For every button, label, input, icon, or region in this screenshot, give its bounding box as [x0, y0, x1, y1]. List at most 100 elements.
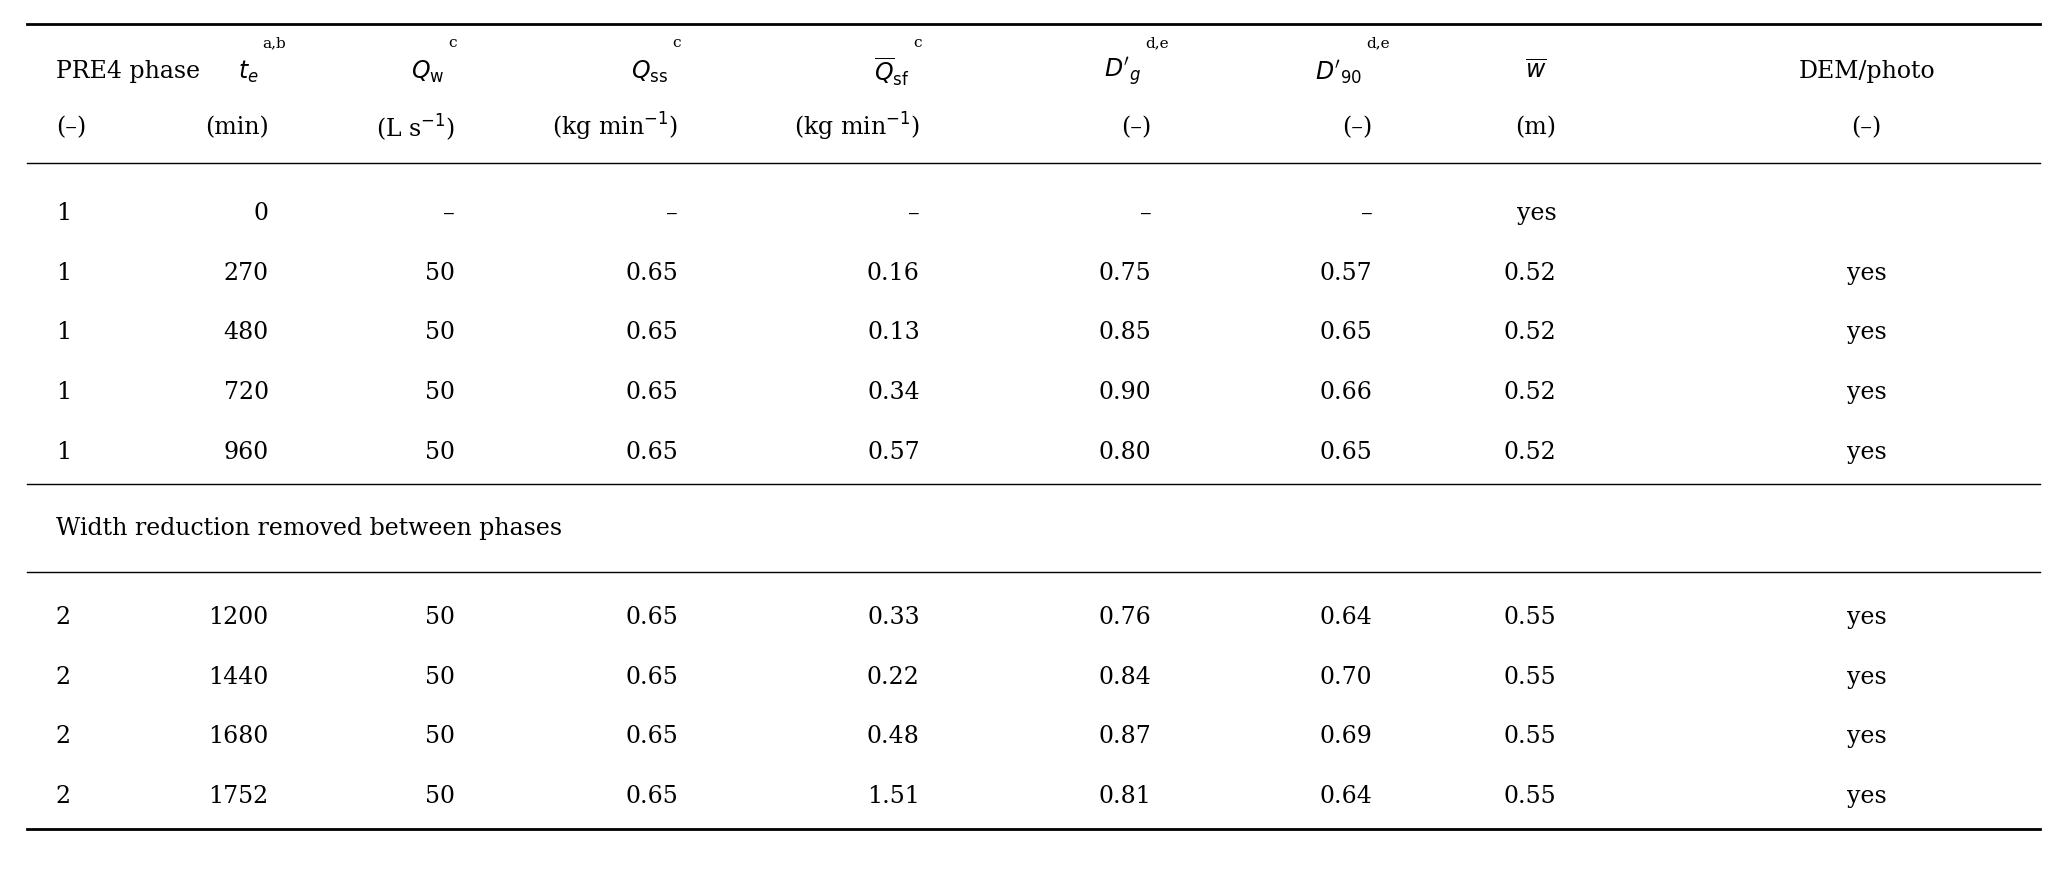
Text: 50: 50: [424, 440, 455, 463]
Text: (kg min$^{-1}$): (kg min$^{-1}$): [552, 111, 678, 143]
Text: 0.48: 0.48: [866, 724, 920, 747]
Text: 0.65: 0.65: [624, 381, 678, 403]
Text: (kg min$^{-1}$): (kg min$^{-1}$): [794, 111, 920, 143]
Text: $t_e$: $t_e$: [238, 59, 258, 85]
Text: (–): (–): [1852, 116, 1881, 139]
Text: $Q_{\rm w}$: $Q_{\rm w}$: [411, 59, 444, 85]
Text: 0.65: 0.65: [624, 261, 678, 284]
Text: 0.87: 0.87: [1098, 724, 1151, 747]
Text: 0.65: 0.65: [1319, 321, 1372, 344]
Text: yes: yes: [1517, 202, 1556, 225]
Text: $D'_{90}$: $D'_{90}$: [1315, 58, 1362, 86]
Text: 0.64: 0.64: [1319, 784, 1372, 807]
Text: 0.55: 0.55: [1505, 724, 1556, 747]
Text: $\overline{Q}_{\rm sf}$: $\overline{Q}_{\rm sf}$: [874, 56, 909, 88]
Text: 0.52: 0.52: [1503, 440, 1556, 463]
Text: yes: yes: [1846, 784, 1887, 807]
Text: 1: 1: [56, 381, 70, 403]
Text: 0.66: 0.66: [1319, 381, 1372, 403]
Text: yes: yes: [1846, 724, 1887, 747]
Text: 1: 1: [56, 440, 70, 463]
Text: 50: 50: [424, 784, 455, 807]
Text: 0.75: 0.75: [1100, 261, 1151, 284]
Text: yes: yes: [1846, 605, 1887, 628]
Text: 0.64: 0.64: [1319, 605, 1372, 628]
Text: d,e: d,e: [1366, 36, 1389, 50]
Text: 1: 1: [56, 202, 70, 225]
Text: 960: 960: [223, 440, 269, 463]
Text: yes: yes: [1846, 321, 1887, 344]
Text: 1: 1: [56, 321, 70, 344]
Text: 0.57: 0.57: [868, 440, 920, 463]
Text: (–): (–): [1120, 116, 1151, 139]
Text: 50: 50: [424, 321, 455, 344]
Text: yes: yes: [1846, 381, 1887, 403]
Text: yes: yes: [1846, 665, 1887, 688]
Text: –: –: [1360, 202, 1372, 225]
Text: 0.84: 0.84: [1098, 665, 1151, 688]
Text: 0.70: 0.70: [1321, 665, 1372, 688]
Text: –: –: [1139, 202, 1151, 225]
Text: yes: yes: [1846, 440, 1887, 463]
Text: $\overline{w}$: $\overline{w}$: [1525, 61, 1546, 83]
Text: (–): (–): [56, 116, 87, 139]
Text: 0.80: 0.80: [1098, 440, 1151, 463]
Text: 0.65: 0.65: [624, 440, 678, 463]
Text: –: –: [666, 202, 678, 225]
Text: 0.52: 0.52: [1503, 261, 1556, 284]
Text: 0.22: 0.22: [866, 665, 920, 688]
Text: 0.16: 0.16: [866, 261, 920, 284]
Text: $D'_g$: $D'_g$: [1104, 56, 1141, 88]
Text: 0.52: 0.52: [1503, 321, 1556, 344]
Text: 480: 480: [223, 321, 269, 344]
Text: 50: 50: [424, 605, 455, 628]
Text: 0.81: 0.81: [1098, 784, 1151, 807]
Text: 0.65: 0.65: [624, 321, 678, 344]
Text: 0.55: 0.55: [1505, 605, 1556, 628]
Text: 2: 2: [56, 784, 70, 807]
Text: a,b: a,b: [263, 36, 285, 50]
Text: 0: 0: [254, 202, 269, 225]
Text: 0.65: 0.65: [624, 784, 678, 807]
Text: 0.55: 0.55: [1505, 665, 1556, 688]
Text: 1440: 1440: [209, 665, 269, 688]
Text: 1: 1: [56, 261, 70, 284]
Text: 1.51: 1.51: [866, 784, 920, 807]
Text: 0.90: 0.90: [1098, 381, 1151, 403]
Text: 0.13: 0.13: [866, 321, 920, 344]
Text: 50: 50: [424, 724, 455, 747]
Text: (L s$^{-1}$): (L s$^{-1}$): [376, 111, 455, 143]
Text: 50: 50: [424, 665, 455, 688]
Text: 0.65: 0.65: [624, 665, 678, 688]
Text: 1680: 1680: [209, 724, 269, 747]
Text: 0.55: 0.55: [1505, 784, 1556, 807]
Text: –: –: [907, 202, 920, 225]
Text: 50: 50: [424, 261, 455, 284]
Text: d,e: d,e: [1145, 36, 1168, 50]
Text: c: c: [914, 36, 922, 50]
Text: (min): (min): [205, 116, 269, 139]
Text: $Q_{\rm ss}$: $Q_{\rm ss}$: [630, 59, 668, 85]
Text: 0.65: 0.65: [624, 724, 678, 747]
Text: 720: 720: [223, 381, 269, 403]
Text: –: –: [442, 202, 455, 225]
Text: 0.65: 0.65: [624, 605, 678, 628]
Text: 2: 2: [56, 665, 70, 688]
Text: 0.34: 0.34: [866, 381, 920, 403]
Text: 2: 2: [56, 724, 70, 747]
Text: 0.85: 0.85: [1098, 321, 1151, 344]
Text: 1752: 1752: [209, 784, 269, 807]
Text: 0.57: 0.57: [1321, 261, 1372, 284]
Text: 0.65: 0.65: [1319, 440, 1372, 463]
Text: c: c: [449, 36, 457, 50]
Text: (–): (–): [1341, 116, 1372, 139]
Text: (m): (m): [1515, 116, 1556, 139]
Text: c: c: [672, 36, 680, 50]
Text: 0.33: 0.33: [868, 605, 920, 628]
Text: Width reduction removed between phases: Width reduction removed between phases: [56, 517, 562, 539]
Text: 0.76: 0.76: [1098, 605, 1151, 628]
Text: 0.52: 0.52: [1503, 381, 1556, 403]
Text: DEM/photo: DEM/photo: [1798, 61, 1935, 83]
Text: 270: 270: [223, 261, 269, 284]
Text: 0.69: 0.69: [1319, 724, 1372, 747]
